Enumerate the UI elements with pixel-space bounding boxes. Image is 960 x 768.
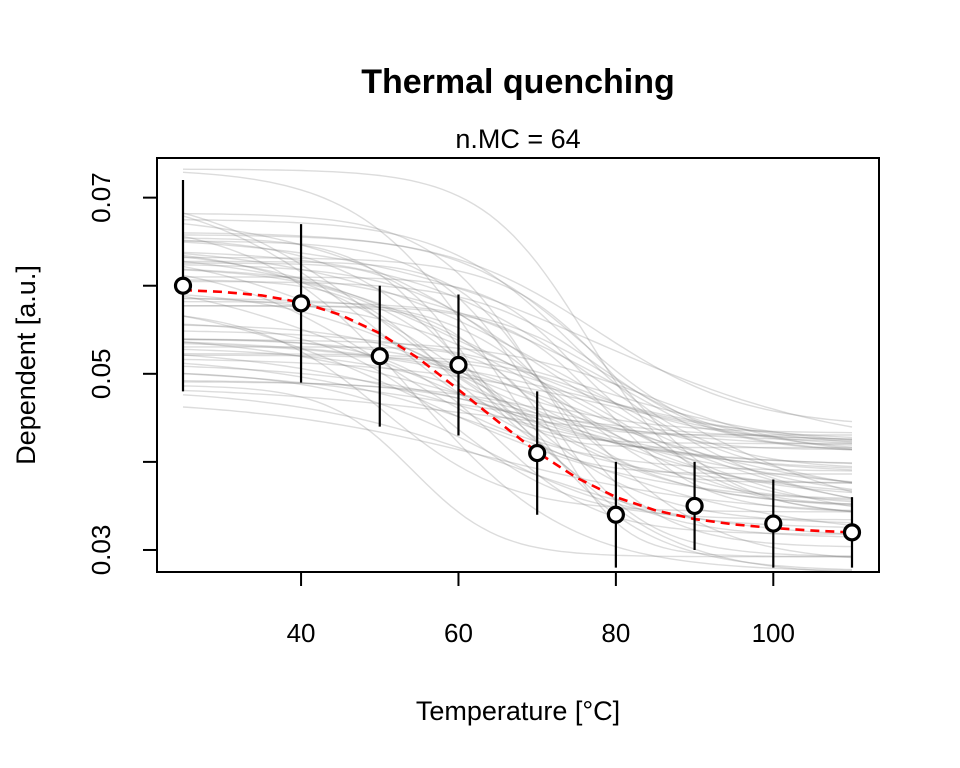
y-axis: 0.03 0.05 0.07 (86, 172, 157, 575)
mc-curve (182, 252, 853, 484)
mc-curve (182, 358, 853, 448)
mc-curve (182, 315, 852, 513)
mc-curve (182, 212, 853, 464)
mc-curve (182, 341, 853, 443)
mc-curve (182, 380, 853, 484)
mc-curve (182, 315, 853, 501)
mc-curve (183, 276, 852, 451)
mc-curve (182, 239, 853, 538)
mc-curve (183, 280, 853, 451)
mc-curve (182, 372, 853, 528)
mc-curve (182, 268, 853, 493)
x-tick-label: 40 (287, 618, 316, 648)
data-point (606, 505, 625, 524)
mc-curve (182, 365, 853, 483)
chart-title: Thermal quenching (361, 63, 675, 101)
mc-curve (183, 213, 853, 548)
mc-curve (182, 269, 853, 524)
mc-curve (182, 295, 853, 469)
mc-curve (183, 262, 852, 449)
mc-simulation-curves (182, 168, 853, 572)
data-point (370, 347, 389, 366)
mc-curve (182, 235, 853, 572)
mc-curve (182, 241, 853, 428)
data-point (449, 355, 468, 375)
mc-curve (182, 251, 853, 499)
mc-curve (182, 237, 852, 475)
mc-curve (182, 324, 853, 572)
data-points-layer (173, 180, 862, 568)
mc-curve (182, 274, 853, 472)
mc-curve (182, 348, 853, 492)
data-point (685, 496, 704, 516)
mc-curve (183, 338, 853, 450)
mc-curve (182, 385, 852, 558)
mc-curve (182, 168, 853, 505)
mc-curve (182, 171, 853, 571)
mc-curve (182, 338, 853, 494)
mc-curve (183, 219, 853, 468)
data-point (528, 443, 547, 463)
data-point (764, 514, 783, 533)
chart-subtitle: n.MC = 64 (455, 124, 580, 154)
y-tick-label: 0.07 (86, 172, 116, 223)
x-axis: 40 60 80 100 (287, 572, 795, 648)
mc-curve (182, 354, 853, 465)
mc-curve (182, 373, 853, 440)
plot-area-frame (156, 157, 880, 573)
x-axis-label: Temperature [°C] (416, 696, 620, 726)
mc-curve (182, 264, 853, 559)
mc-curve (182, 330, 853, 441)
mc-curve (182, 232, 853, 423)
mc-curve (182, 323, 852, 521)
x-tick-label: 100 (752, 618, 795, 648)
mc-curve (182, 215, 853, 484)
data-point (842, 523, 862, 542)
mc-curve (182, 389, 853, 442)
mc-curve (182, 341, 853, 446)
mc-curve (183, 381, 853, 505)
mc-curve (182, 260, 853, 508)
mc-curve (183, 353, 853, 440)
mc-curve (182, 279, 852, 445)
mc-curve (182, 338, 852, 535)
mc-curve (182, 256, 853, 439)
y-axis-label: Dependent [a.u.] (11, 265, 41, 465)
data-point (291, 294, 311, 313)
mc-curve (182, 294, 853, 434)
mc-curve (182, 342, 853, 499)
mc-curve (183, 234, 853, 451)
x-tick-label: 80 (601, 618, 630, 648)
mc-curve (183, 354, 853, 503)
x-tick-label: 60 (444, 618, 473, 648)
mc-curve (183, 256, 853, 513)
data-point (173, 276, 193, 295)
mc-curve (182, 223, 853, 491)
y-tick-label: 0.03 (86, 525, 116, 576)
mc-curve (183, 260, 852, 484)
mc-curve (182, 240, 853, 557)
mc-curve (183, 346, 852, 558)
y-tick-label: 0.05 (86, 349, 116, 400)
mc-curve (182, 406, 853, 512)
mc-curve (182, 254, 853, 506)
